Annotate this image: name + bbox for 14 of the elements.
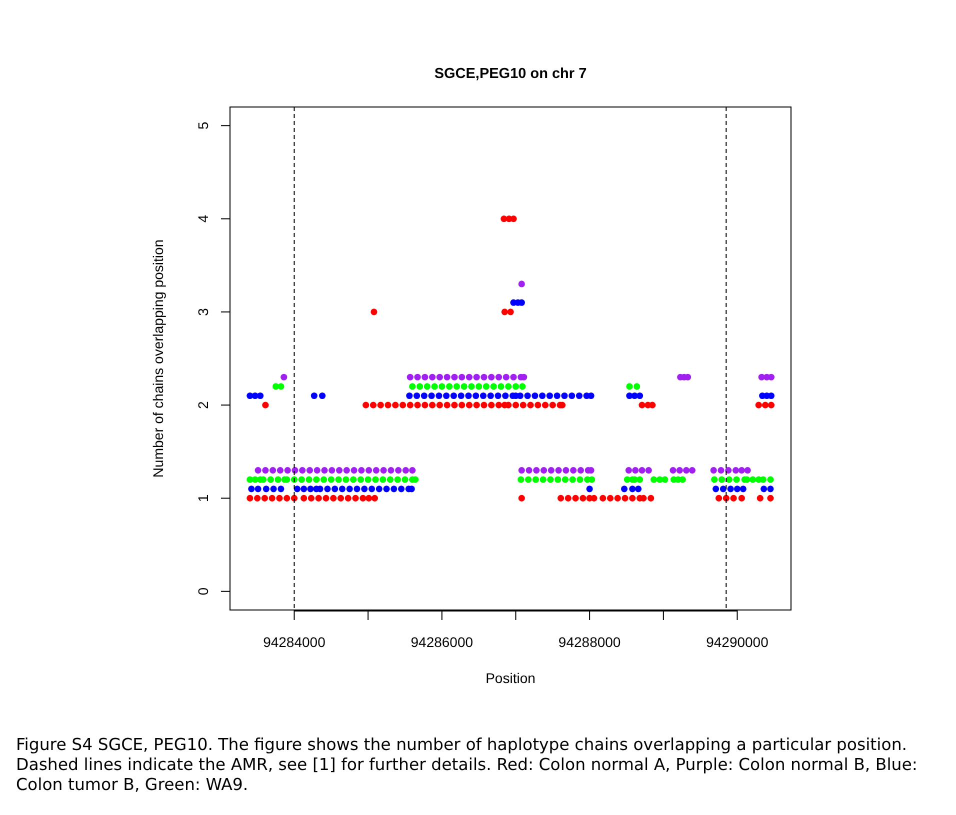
y-tick-label: 0 <box>195 587 211 596</box>
y-axis-title: Number of chains overlapping position <box>150 239 166 478</box>
y-tick-label: 2 <box>195 400 211 409</box>
chart-title: SGCE,PEG10 on chr 7 <box>434 66 587 82</box>
x-axis-title: Position <box>486 670 536 686</box>
caption: Figure S4 SGCE, PEG10. The figure shows the number of haplotype chains overlapping a particular position. Dashed lines indicate the AMR, see [1] for further details. Red: Colon normal A, Purple: Colon normal B, Blue: Colon tumor B, Green: WA9. <box>16 735 918 795</box>
y-tick-label: 4 <box>195 214 211 223</box>
y-tick-label: 5 <box>195 122 211 130</box>
x-tick-label: 94290000 <box>706 634 769 650</box>
x-tick-label: 94286000 <box>410 634 474 650</box>
x-tick-label: 94288000 <box>558 634 621 650</box>
y-tick-label: 3 <box>195 308 211 316</box>
y-tick-label: 1 <box>195 494 211 502</box>
x-tick-label: 94284000 <box>263 634 326 650</box>
